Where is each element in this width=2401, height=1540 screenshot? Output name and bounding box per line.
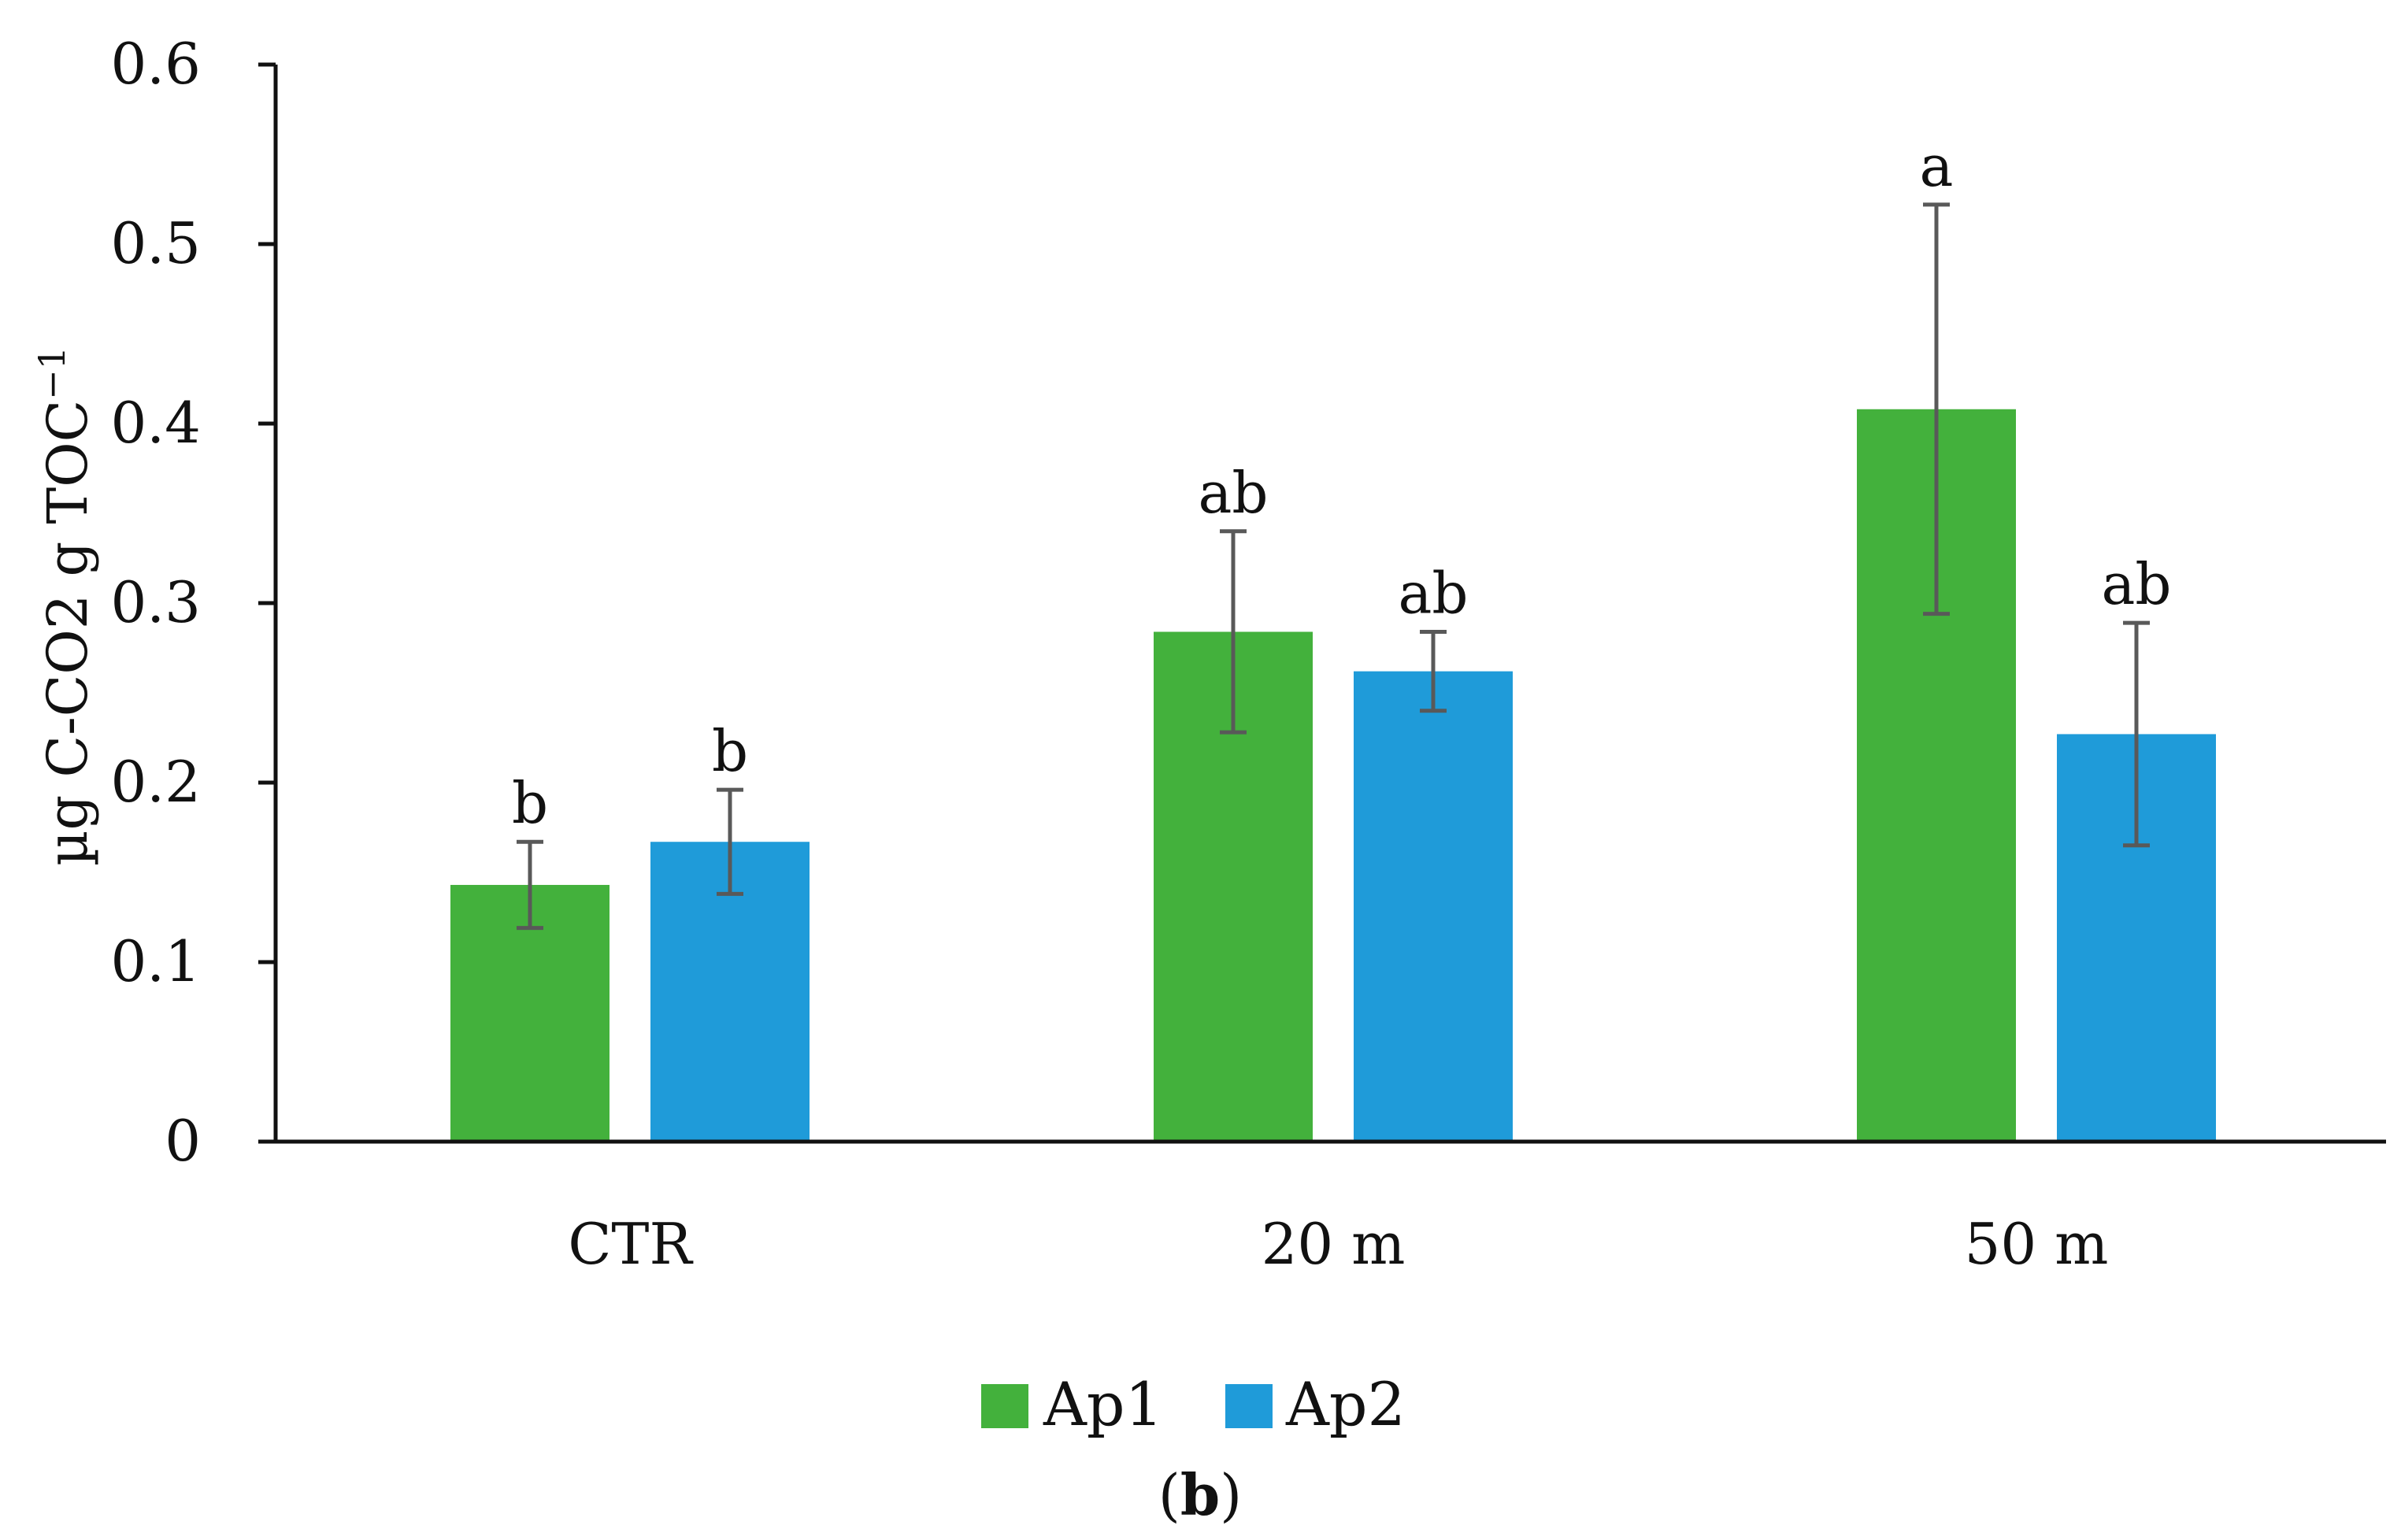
y-tick-label-1: 0.1 bbox=[110, 928, 201, 994]
significance-label-ap2-2: ab bbox=[2101, 551, 2171, 617]
legend-label-ap1: Ap1 bbox=[1043, 1369, 1163, 1439]
x-tick-label-1: 20 m bbox=[1262, 1211, 1406, 1277]
y-tick-label-4: 0.4 bbox=[110, 390, 201, 456]
y-axis-title: µg C-CO2 g TOC−1 bbox=[31, 346, 100, 866]
x-axis-labels: CTR 20 m 50 m bbox=[568, 1211, 2108, 1277]
y-tick-label-6: 0.6 bbox=[110, 31, 201, 97]
legend-swatch-ap1 bbox=[981, 1384, 1028, 1428]
y-tick-label-5: 0.5 bbox=[110, 210, 201, 276]
y-axis-ticks: 0 0.1 0.2 0.3 0.4 0.5 0.6 bbox=[110, 31, 276, 1174]
legend-swatch-ap2 bbox=[1225, 1384, 1273, 1428]
y-tick-label-0: 0 bbox=[165, 1108, 201, 1174]
figure-caption: (b) bbox=[1158, 1461, 1243, 1528]
legend: Ap1 Ap2 bbox=[981, 1369, 1406, 1439]
significance-label-ap1-2: a bbox=[1920, 133, 1954, 199]
caption-letter: b bbox=[1180, 1461, 1220, 1528]
caption-close: ) bbox=[1220, 1462, 1242, 1528]
y-tick-label-2: 0.2 bbox=[110, 749, 201, 815]
significance-label-ap1-1: ab bbox=[1198, 460, 1268, 526]
y-axis-title-text: µg C-CO2 g TOC bbox=[35, 400, 100, 866]
x-tick-label-0: CTR bbox=[568, 1211, 693, 1277]
x-tick-label-2: 50 m bbox=[1965, 1211, 2109, 1277]
y-axis-title-superscript: −1 bbox=[31, 346, 73, 400]
bar-ap2-1 bbox=[1354, 671, 1513, 1142]
legend-label-ap2: Ap2 bbox=[1285, 1369, 1406, 1439]
significance-label-ap2-0: b bbox=[712, 718, 748, 784]
caption-open: ( bbox=[1158, 1462, 1180, 1528]
y-tick-label-3: 0.3 bbox=[110, 569, 201, 635]
error-bars-layer bbox=[517, 202, 2150, 931]
significance-label-ap2-1: ab bbox=[1398, 560, 1468, 626]
significance-label-ap1-0: b bbox=[512, 770, 548, 836]
